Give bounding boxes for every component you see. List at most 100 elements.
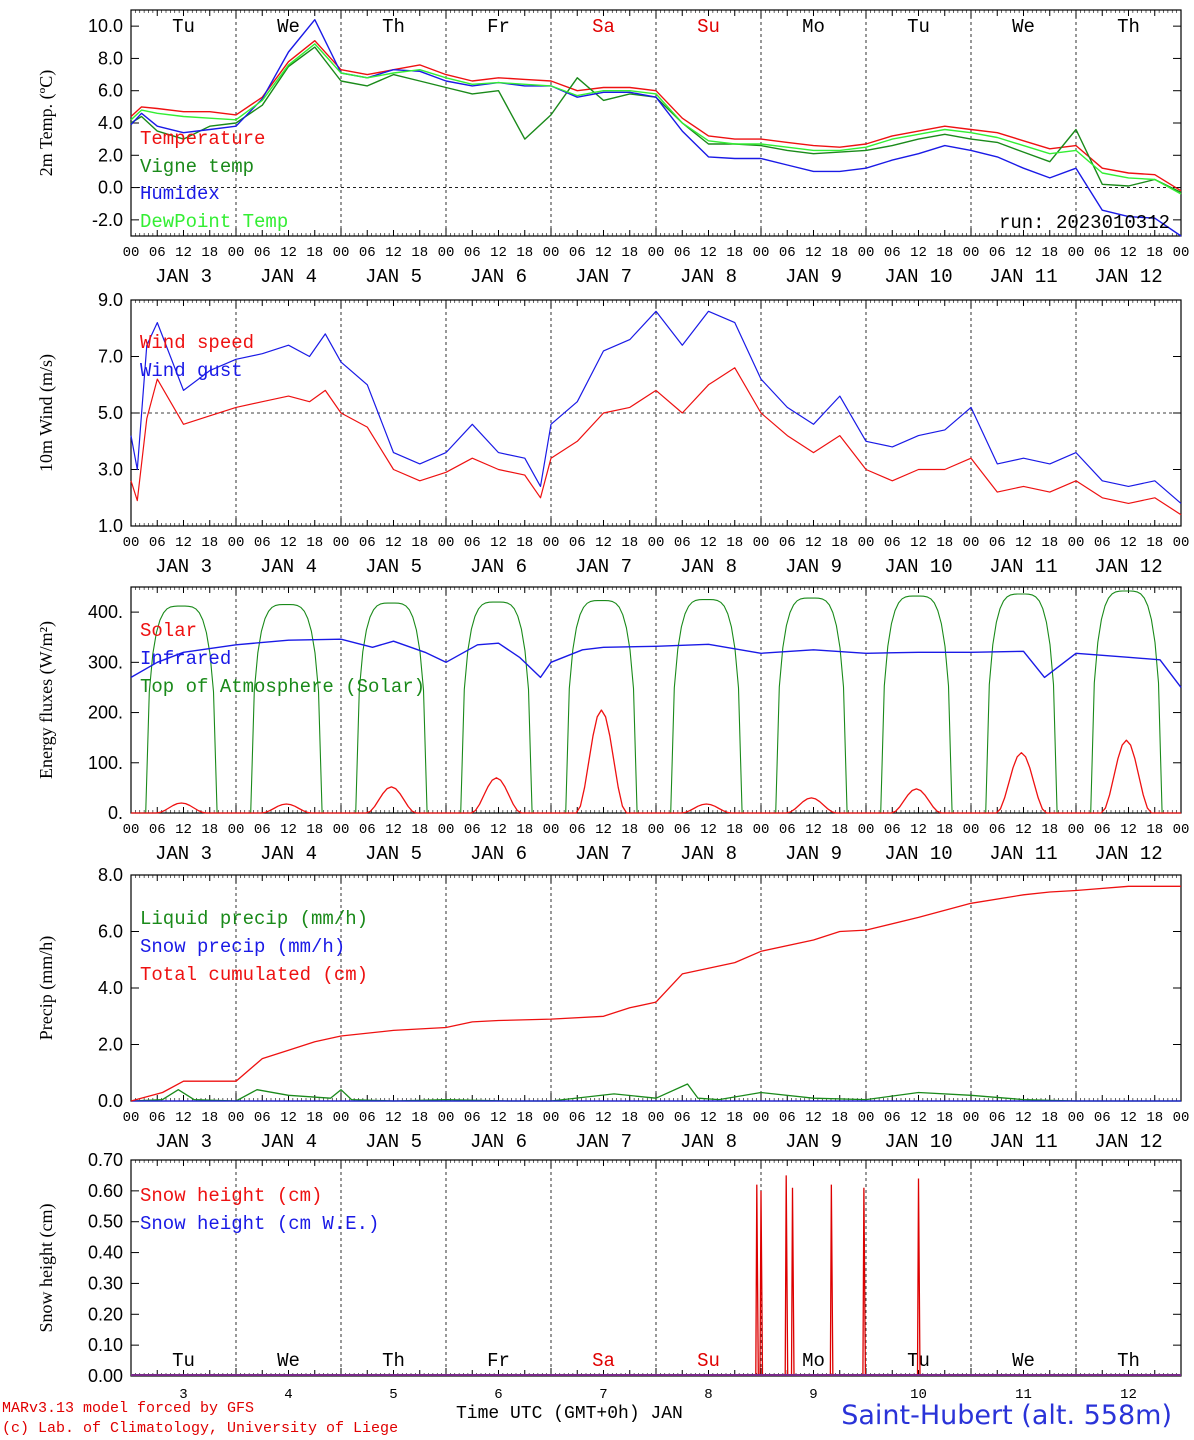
hour-tick-label: 00 xyxy=(333,535,350,551)
hour-tick-label: 00 xyxy=(858,822,875,838)
date-label: JAN 11 xyxy=(989,556,1057,578)
y-tick-label: 0.0 xyxy=(98,178,123,198)
y-tick-label: 9.0 xyxy=(98,290,123,310)
day-name: Fr xyxy=(487,1350,510,1372)
hour-tick-label: 12 xyxy=(700,245,717,261)
hour-tick-label: 00 xyxy=(1173,245,1190,261)
hour-tick-label: 18 xyxy=(1041,535,1058,551)
panel-3: 400. 300. 200. 100. 0. Energy fluxes (W/m²) 00… xyxy=(36,586,1189,865)
hour-tick-label: 12 xyxy=(910,1110,927,1126)
hour-tick-label: 12 xyxy=(595,1110,612,1126)
hour-tick-label: 18 xyxy=(201,822,218,838)
date-label: JAN 12 xyxy=(1094,266,1162,288)
hour-tick-label: 12 xyxy=(1015,245,1032,261)
date-label: JAN 10 xyxy=(884,556,952,578)
hour-tick-label: 18 xyxy=(306,822,323,838)
hour-tick-label: 00 xyxy=(1068,245,1085,261)
hour-tick-label: 00 xyxy=(963,1110,980,1126)
date-label: JAN 10 xyxy=(884,1131,952,1153)
legend-entry: Infrared xyxy=(140,648,231,670)
hour-tick-label: 06 xyxy=(359,245,376,261)
hour-tick-label: 00 xyxy=(753,245,770,261)
hour-tick-label: 12 xyxy=(490,1110,507,1126)
hour-tick-label: 06 xyxy=(884,245,901,261)
day-number-label: 10 xyxy=(910,1387,927,1403)
day-name: Th xyxy=(382,1350,405,1372)
hour-tick-label: 12 xyxy=(385,535,402,551)
date-label: JAN 9 xyxy=(785,266,842,288)
y-axis-label: 10m Wind (m/s) xyxy=(36,354,57,472)
date-label: JAN 4 xyxy=(260,843,317,865)
day-number-label: 12 xyxy=(1120,1387,1137,1403)
day-number-label: 8 xyxy=(704,1387,712,1403)
lab-credit: (c) Lab. of Climatology, University of L… xyxy=(2,1420,399,1437)
hour-tick-label: 18 xyxy=(306,1110,323,1126)
legend-entry: Top of Atmosphere (Solar) xyxy=(140,676,425,698)
y-tick-label: 4.0 xyxy=(98,978,123,998)
hour-tick-label: 00 xyxy=(648,535,665,551)
hour-tick-label: 12 xyxy=(1120,822,1137,838)
hour-tick-label: 18 xyxy=(726,822,743,838)
day-number-label: 11 xyxy=(1015,1387,1032,1403)
day-name: Th xyxy=(1117,1350,1140,1372)
hour-tick-label: 12 xyxy=(700,822,717,838)
day-name: Fr xyxy=(487,16,510,38)
date-label: JAN 3 xyxy=(155,843,212,865)
hour-tick-label: 12 xyxy=(1015,535,1032,551)
hour-tick-label: 00 xyxy=(333,1110,350,1126)
date-label: JAN 5 xyxy=(365,266,422,288)
series-wind-gust xyxy=(130,310,1182,504)
date-label: JAN 7 xyxy=(575,266,632,288)
series-liquid-precip-mm-h- xyxy=(130,1083,1181,1102)
hour-tick-label: 06 xyxy=(884,1110,901,1126)
date-label: JAN 11 xyxy=(989,843,1057,865)
day-name: Tu xyxy=(907,16,930,38)
hour-tick-label: 00 xyxy=(123,245,140,261)
hour-tick-label: 12 xyxy=(280,245,297,261)
day-name: Th xyxy=(382,16,405,38)
legend-entry: Liquid precip (mm/h) xyxy=(140,908,368,930)
hour-tick-label: 18 xyxy=(831,245,848,261)
hour-tick-label: 00 xyxy=(333,245,350,261)
hour-tick-label: 00 xyxy=(438,822,455,838)
hour-tick-label: 12 xyxy=(280,535,297,551)
hour-tick-label: 18 xyxy=(726,1110,743,1126)
hour-tick-label: 06 xyxy=(254,822,271,838)
y-axis-label: Precip (mm/h) xyxy=(36,936,57,1040)
hour-tick-label: 06 xyxy=(1094,822,1111,838)
series-total-cumulated-cm- xyxy=(130,885,1181,1102)
y-tick-label: 0.20 xyxy=(88,1304,123,1324)
day-number-label: 4 xyxy=(284,1387,292,1403)
model-credit: MARv3.13 model forced by GFS xyxy=(2,1400,255,1417)
hour-tick-label: 12 xyxy=(1120,1110,1137,1126)
day-number-label: 6 xyxy=(494,1387,502,1403)
day-name: Sa xyxy=(592,16,615,38)
hour-tick-label: 12 xyxy=(385,822,402,838)
hour-tick-label: 00 xyxy=(963,822,980,838)
hour-tick-label: 12 xyxy=(280,1110,297,1126)
y-tick-label: 0.70 xyxy=(88,1150,123,1170)
hour-tick-label: 12 xyxy=(805,535,822,551)
day-name: We xyxy=(277,16,300,38)
hour-tick-label: 06 xyxy=(359,535,376,551)
hour-tick-label: 18 xyxy=(411,245,428,261)
legend-entry: Humidex xyxy=(140,183,220,205)
hour-tick-label: 06 xyxy=(1094,535,1111,551)
snow-height-spike xyxy=(759,1190,764,1377)
hour-tick-label: 12 xyxy=(490,822,507,838)
hour-tick-label: 06 xyxy=(779,245,796,261)
date-label: JAN 6 xyxy=(470,556,527,578)
y-axis-label: 2m Temp. (ºC) xyxy=(36,70,57,176)
hour-tick-label: 06 xyxy=(254,535,271,551)
hour-tick-label: 18 xyxy=(726,245,743,261)
legend-entry: Snow precip (mm/h) xyxy=(140,936,345,958)
hour-tick-label: 18 xyxy=(831,535,848,551)
hour-tick-label: 06 xyxy=(254,245,271,261)
hour-tick-label: 06 xyxy=(569,822,586,838)
hour-tick-label: 06 xyxy=(779,535,796,551)
date-label: JAN 6 xyxy=(470,266,527,288)
date-label: JAN 8 xyxy=(680,843,737,865)
hour-tick-label: 00 xyxy=(858,535,875,551)
hour-tick-label: 00 xyxy=(543,535,560,551)
hour-tick-label: 06 xyxy=(464,1110,481,1126)
